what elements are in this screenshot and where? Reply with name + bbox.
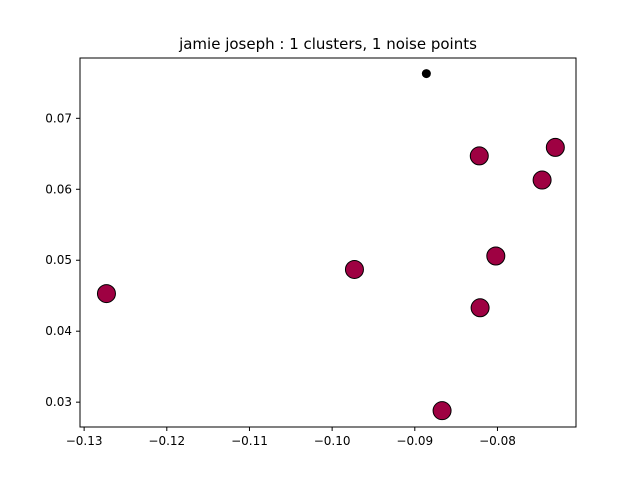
cluster-point xyxy=(532,170,552,190)
x-tick-label: −0.13 xyxy=(66,434,103,448)
y-tick-label: 0.05 xyxy=(45,253,72,267)
x-axis: −0.13 −0.12 −0.11 −0.10 −0.09 −0.08 xyxy=(66,427,516,448)
x-tick-label: −0.09 xyxy=(396,434,433,448)
y-tick-label: 0.04 xyxy=(45,324,72,338)
noise-point xyxy=(421,69,431,79)
cluster-point xyxy=(344,259,364,279)
cluster-point xyxy=(96,284,116,304)
cluster-point xyxy=(469,146,489,166)
x-tick-label: −0.10 xyxy=(314,434,351,448)
cluster-point xyxy=(545,137,565,157)
x-tick-label: −0.08 xyxy=(479,434,516,448)
y-tick-label: 0.06 xyxy=(45,182,72,196)
y-tick-label: 0.07 xyxy=(45,111,72,125)
y-axis: 0.03 0.04 0.05 0.06 0.07 xyxy=(45,111,80,409)
data-points xyxy=(96,69,565,421)
cluster-point xyxy=(432,401,452,421)
x-tick-label: −0.11 xyxy=(231,434,268,448)
chart-title: jamie joseph : 1 clusters, 1 noise point… xyxy=(178,35,477,53)
y-tick-label: 0.03 xyxy=(45,395,72,409)
cluster-point xyxy=(470,298,490,318)
cluster-point xyxy=(486,246,506,266)
x-tick-label: −0.12 xyxy=(148,434,185,448)
plot-frame xyxy=(79,57,577,428)
